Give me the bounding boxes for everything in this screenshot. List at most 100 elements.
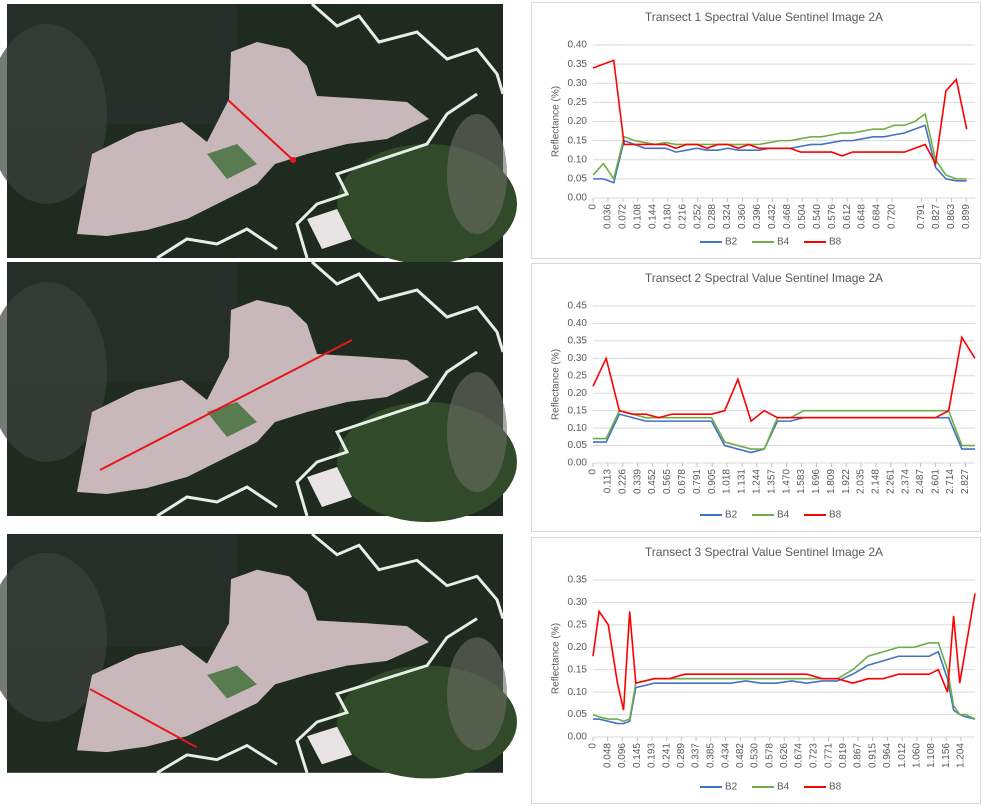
y-tick-label: 0.35	[568, 575, 588, 586]
legend-label: B8	[829, 510, 842, 521]
y-tick-label: 0.30	[568, 597, 588, 608]
legend-label: B4	[777, 510, 790, 521]
x-tick-label: 0.678	[677, 469, 688, 494]
x-tick-label: 1.922	[841, 469, 852, 494]
x-tick-label: 0.827	[931, 204, 942, 229]
page: {"chart_data": [ {"type": "line", "title…	[0, 0, 982, 806]
x-tick-label: 1.696	[811, 469, 822, 494]
x-tick-label: 0.771	[823, 743, 834, 768]
y-tick-label: 0.10	[568, 423, 588, 434]
x-tick-label: 0	[588, 469, 599, 475]
x-tick-label: 0.036	[603, 204, 614, 229]
y-tick-label: 0.15	[568, 664, 588, 675]
x-tick-label: 0.674	[794, 743, 805, 768]
x-tick-label: 0.964	[882, 743, 893, 768]
y-tick-label: 0.20	[568, 388, 588, 399]
x-tick-label: 2.827	[960, 469, 971, 494]
y-tick-label: 0.10	[568, 154, 588, 165]
satellite-image	[0, 534, 517, 778]
x-tick-label: 0.648	[857, 204, 868, 229]
x-tick-label: 0.241	[661, 743, 672, 768]
y-axis-label: Reflectance (%)	[551, 623, 562, 694]
y-tick-label: 0.05	[568, 440, 588, 451]
y-tick-label: 0.35	[568, 59, 588, 70]
x-tick-label: 0.324	[722, 204, 733, 229]
x-tick-label: 1.809	[826, 469, 837, 494]
y-tick-label: 0.10	[568, 687, 588, 698]
x-tick-label: 0.108	[632, 204, 643, 229]
x-tick-label: 0.216	[677, 204, 688, 229]
x-tick-label: 0.626	[779, 743, 790, 768]
y-tick-label: 0.30	[568, 78, 588, 89]
x-tick-label: 0.113	[603, 469, 614, 494]
chart-title: Transect 3 Spectral Value Sentinel Image…	[645, 545, 883, 559]
x-tick-label: 0.720	[887, 204, 898, 229]
x-tick-label: 0	[588, 743, 599, 749]
x-tick-label: 0.337	[691, 743, 702, 768]
legend-label: B4	[777, 782, 790, 793]
y-tick-label: 0.00	[568, 193, 588, 204]
x-tick-label: 0.252	[692, 204, 703, 229]
legend-label: B8	[829, 237, 842, 248]
chart-title: Transect 2 Spectral Value Sentinel Image…	[645, 271, 883, 285]
x-tick-label: 0.288	[707, 204, 718, 229]
chart-title: Transect 1 Spectral Value Sentinel Image…	[645, 10, 883, 24]
legend-label: B2	[725, 782, 738, 793]
x-tick-label: 0.867	[853, 743, 864, 768]
x-tick-label: 0.684	[872, 204, 883, 229]
y-tick-label: 0.25	[568, 619, 588, 630]
y-tick-label: 0.05	[568, 174, 588, 185]
x-tick-label: 1.470	[781, 469, 792, 494]
x-tick-label: 0.723	[809, 743, 820, 768]
legend-label: B2	[725, 237, 738, 248]
x-tick-label: 0.819	[838, 743, 849, 768]
x-tick-label: 0.096	[617, 743, 628, 768]
x-tick-label: 2.374	[900, 469, 911, 494]
satellite-image	[0, 262, 517, 522]
x-tick-label: 2.261	[885, 469, 896, 494]
x-tick-label: 1.244	[752, 469, 763, 494]
legend-label: B4	[777, 237, 790, 248]
x-tick-label: 0.915	[867, 743, 878, 768]
x-tick-label: 0.048	[602, 743, 613, 768]
x-tick-label: 1.357	[766, 469, 777, 494]
chart: Transect 3 Spectral Value Sentinel Image…	[532, 538, 981, 804]
x-tick-label: 0.385	[705, 743, 716, 768]
y-axis-label: Reflectance (%)	[551, 86, 562, 157]
x-tick-label: 0.432	[767, 204, 778, 229]
x-tick-label: 0.434	[720, 743, 731, 768]
x-tick-label: 2.714	[945, 469, 956, 494]
x-tick-label: 2.601	[930, 469, 941, 494]
y-tick-label: 0.35	[568, 336, 588, 347]
x-tick-label: 0.468	[782, 204, 793, 229]
x-tick-label: 0.180	[662, 204, 673, 229]
x-tick-label: 0.396	[752, 204, 763, 229]
x-tick-label: 0.482	[735, 743, 746, 768]
y-tick-label: 0.00	[568, 732, 588, 743]
x-tick-label: 0.863	[946, 204, 957, 229]
x-tick-label: 0.905	[707, 469, 718, 494]
x-tick-label: 1.204	[956, 743, 967, 768]
y-tick-label: 0.15	[568, 135, 588, 146]
figure: Transect 1 Spectral Value Sentinel Image…	[0, 0, 982, 806]
y-tick-label: 0.05	[568, 709, 588, 720]
x-tick-label: 2.148	[871, 469, 882, 494]
y-tick-label: 0.25	[568, 370, 588, 381]
x-tick-label: 1.018	[722, 469, 733, 494]
x-tick-label: 0.360	[737, 204, 748, 229]
x-tick-label: 0.226	[617, 469, 628, 494]
y-tick-label: 0.20	[568, 116, 588, 127]
y-tick-label: 0.15	[568, 405, 588, 416]
chart: Transect 2 Spectral Value Sentinel Image…	[532, 264, 981, 532]
x-tick-label: 0.530	[750, 743, 761, 768]
x-tick-label: 0.339	[632, 469, 643, 494]
x-tick-label: 1.156	[941, 743, 952, 768]
y-tick-label: 0.20	[568, 642, 588, 653]
x-tick-label: 0.791	[692, 469, 703, 494]
legend-label: B8	[829, 782, 842, 793]
y-tick-label: 0.00	[568, 458, 588, 469]
x-tick-label: 0.540	[812, 204, 823, 229]
y-tick-label: 0.30	[568, 353, 588, 364]
x-tick-label: 0.576	[827, 204, 838, 229]
y-tick-label: 0.40	[568, 40, 588, 51]
